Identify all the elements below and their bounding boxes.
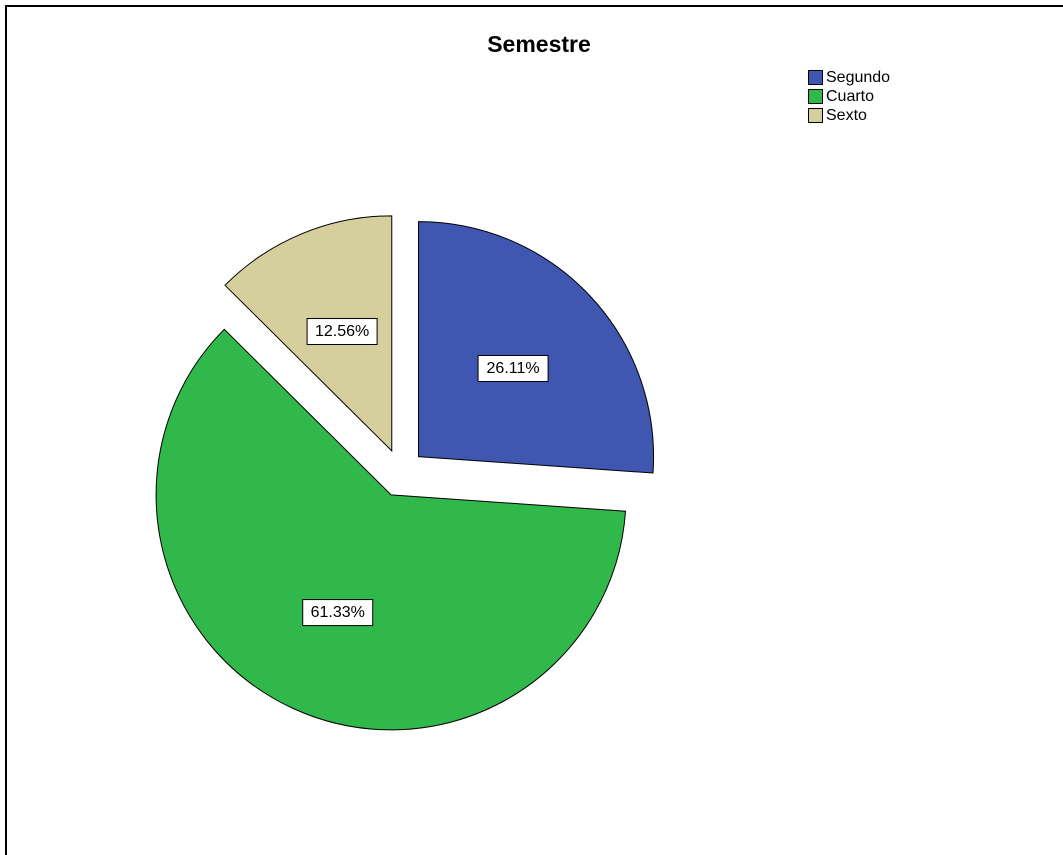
chart-title: Semestre xyxy=(487,31,591,57)
legend-swatch-segundo xyxy=(808,70,823,85)
pie-label-text-cuarto: 61.33% xyxy=(311,604,365,621)
legend-swatch-sexto xyxy=(808,108,823,123)
pie-label-segundo: 26.11% xyxy=(477,354,549,382)
pie-label-box-sexto xyxy=(306,318,378,346)
legend-item-cuarto: Cuarto xyxy=(808,87,890,106)
pie-label-cuarto: 61.33% xyxy=(302,599,374,627)
pie-label-sexto: 12.56% xyxy=(306,318,378,346)
pie-label-box-segundo xyxy=(477,354,549,382)
legend-item-segundo: Segundo xyxy=(808,68,890,87)
pie-slice-segundo xyxy=(418,221,655,474)
legend-label-sexto: Sexto xyxy=(826,107,867,124)
legend-swatch-cuarto xyxy=(808,89,823,104)
legend-label-cuarto: Cuarto xyxy=(826,88,875,105)
pie-label-text-segundo: 26.11% xyxy=(487,360,540,377)
legend: Segundo Cuarto Sexto xyxy=(808,68,890,125)
pie-label-box-cuarto xyxy=(302,599,374,627)
pie-slice-cuarto xyxy=(155,328,627,731)
legend-item-sexto: Sexto xyxy=(808,106,890,125)
legend-label-segundo: Segundo xyxy=(826,69,891,86)
pie-label-text-sexto: 12.56% xyxy=(315,323,369,340)
